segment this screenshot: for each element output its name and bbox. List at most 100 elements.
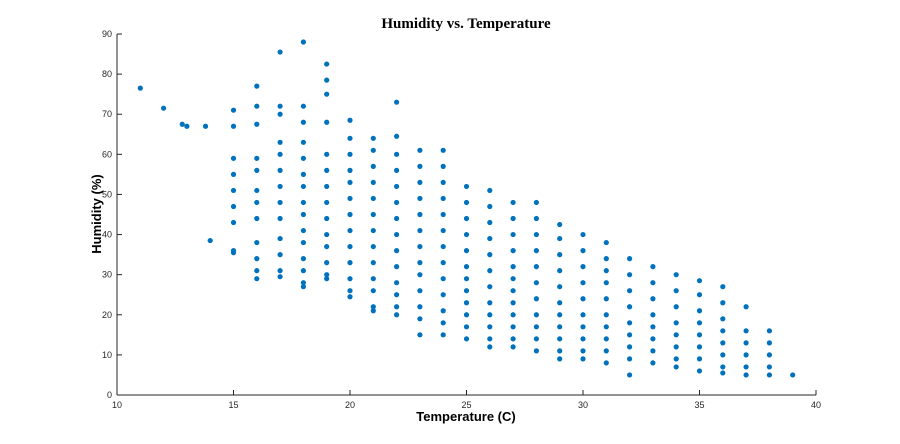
x-tick-label: 20 <box>345 400 355 410</box>
data-point <box>463 183 470 190</box>
data-point <box>463 336 470 342</box>
data-point <box>207 237 213 244</box>
data-point <box>440 195 446 202</box>
data-point <box>417 304 423 310</box>
data-point <box>300 227 306 234</box>
x-tick-label: 15 <box>228 400 238 410</box>
data-point <box>230 171 237 177</box>
data-point <box>300 155 306 161</box>
data-point <box>277 183 283 190</box>
data-point <box>533 296 540 302</box>
data-point <box>557 312 563 318</box>
data-point <box>347 227 353 234</box>
data-point <box>370 227 376 234</box>
data-point <box>650 360 656 366</box>
data-point <box>277 167 283 173</box>
y-axis-label: Humidity (%) <box>89 174 104 253</box>
y-tick-label: 50 <box>102 189 112 199</box>
data-point <box>603 360 609 366</box>
y-tick-label: 70 <box>102 109 112 119</box>
data-point <box>627 372 633 378</box>
data-point <box>277 139 283 145</box>
data-point <box>463 248 470 254</box>
data-point <box>394 183 400 190</box>
data-point <box>463 324 470 330</box>
data-point <box>440 179 446 186</box>
data-point <box>487 268 493 274</box>
data-point <box>179 121 185 127</box>
data-point <box>370 276 376 282</box>
data-point <box>580 296 586 302</box>
data-point <box>347 151 353 157</box>
data-point <box>324 276 330 282</box>
data-point <box>627 272 633 278</box>
data-point <box>417 260 423 266</box>
data-point <box>720 370 726 376</box>
data-point <box>720 328 726 334</box>
data-point <box>324 243 330 250</box>
data-point <box>627 256 633 262</box>
data-point <box>580 336 586 342</box>
data-point <box>510 288 516 294</box>
data-point <box>580 356 586 362</box>
chart-title: Humidity vs. Temperature <box>381 16 551 32</box>
data-point <box>766 328 773 334</box>
data-point <box>487 344 493 350</box>
data-point <box>254 239 260 246</box>
data-point <box>510 199 516 206</box>
data-point <box>533 215 540 222</box>
data-point <box>743 352 749 358</box>
data-point <box>720 340 726 346</box>
data-point <box>324 215 330 222</box>
data-point <box>557 348 563 354</box>
data-point <box>463 276 470 282</box>
data-point <box>743 364 749 370</box>
data-point <box>463 215 470 222</box>
data-point <box>487 300 493 306</box>
data-point <box>230 123 237 129</box>
data-point <box>743 372 749 378</box>
data-point <box>766 352 773 358</box>
data-point <box>254 276 260 282</box>
data-point <box>300 256 306 262</box>
data-point <box>324 119 330 125</box>
data-point <box>417 288 423 294</box>
data-point <box>696 332 703 338</box>
data-point <box>720 364 726 370</box>
data-point <box>370 195 376 202</box>
data-point <box>603 280 609 286</box>
data-point <box>533 231 540 238</box>
data-point <box>627 320 633 326</box>
data-point <box>510 312 516 318</box>
data-point <box>324 77 330 83</box>
data-point <box>230 219 237 226</box>
data-point <box>603 239 609 246</box>
data-point <box>347 294 353 300</box>
data-point <box>650 264 656 270</box>
data-point <box>230 203 237 210</box>
data-point <box>533 312 540 318</box>
data-point <box>347 195 353 202</box>
y-ticks: 0 10 20 30 40 50 60 70 80 90 <box>102 29 122 400</box>
data-point <box>627 332 633 338</box>
data-point <box>417 272 423 278</box>
data-point <box>510 215 516 222</box>
data-point <box>277 252 283 258</box>
y-tick-label: 0 <box>107 390 112 400</box>
data-point <box>650 348 656 354</box>
data-point <box>277 274 283 280</box>
data-point <box>370 304 376 310</box>
y-tick-label: 60 <box>102 149 112 159</box>
data-point <box>510 264 516 270</box>
data-point <box>440 260 446 266</box>
data-point <box>720 352 726 358</box>
data-point <box>347 260 353 266</box>
data-point <box>463 300 470 306</box>
data-point <box>557 221 563 228</box>
data-point <box>533 248 540 254</box>
data-point <box>347 288 353 294</box>
data-point <box>487 312 493 318</box>
data-point <box>440 276 446 282</box>
data-point <box>603 324 609 330</box>
data-point <box>487 203 493 210</box>
